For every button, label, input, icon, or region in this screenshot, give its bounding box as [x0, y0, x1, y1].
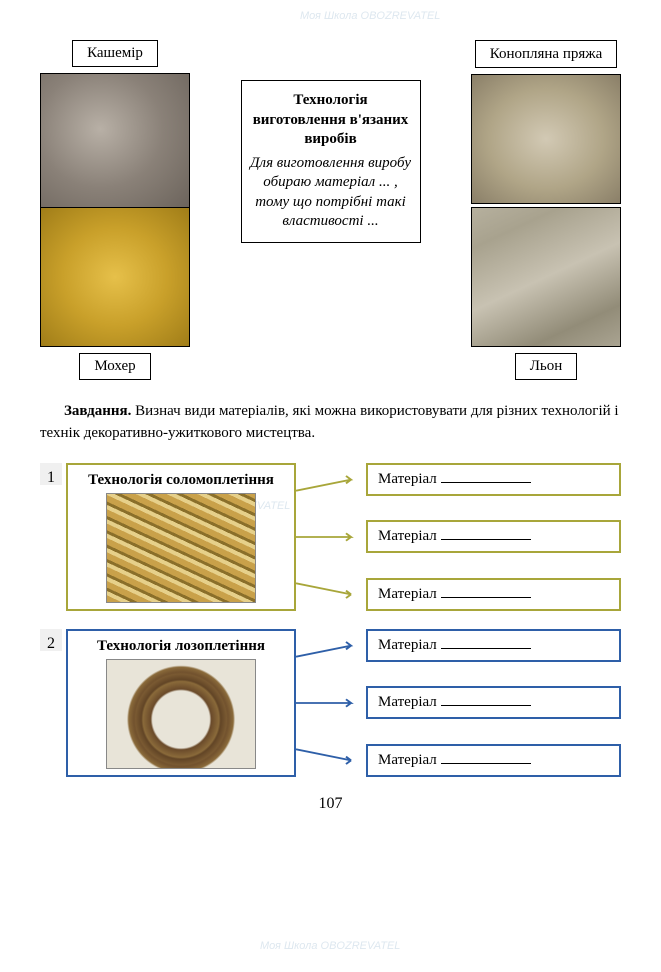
- tech-2-image: [106, 659, 256, 769]
- tech-1-connectors: [296, 463, 366, 611]
- hemp-label: Конопляна пряжа: [475, 40, 618, 68]
- material-blank[interactable]: [441, 705, 531, 706]
- mohair-image: [40, 207, 190, 347]
- tech-1-card: Технологія соломоплетіння: [66, 463, 296, 611]
- mohair-label: Мохер: [79, 353, 150, 380]
- material-hemp: Конопляна пряжа: [471, 40, 621, 204]
- yarn-hemp-icon: [472, 75, 620, 203]
- tech-2-material-2[interactable]: Матеріал: [366, 686, 621, 719]
- material-blank[interactable]: [441, 482, 531, 483]
- tech-1-material-1[interactable]: Матеріал: [366, 463, 621, 496]
- linen-image: [471, 207, 621, 347]
- material-blank[interactable]: [441, 597, 531, 598]
- tech-2-material-1[interactable]: Матеріал: [366, 629, 621, 662]
- vine-icon: [107, 660, 255, 768]
- material-label: Матеріал: [378, 471, 437, 487]
- material-label: Матеріал: [378, 586, 437, 602]
- yarn-mustard-icon: [41, 208, 189, 346]
- watermark: Моя Школа OBOZREVATEL: [300, 10, 440, 22]
- tech-block-2: 2 Технологія лозоплетіння Матеріал Матер…: [40, 629, 621, 777]
- tech-1-number: 1: [40, 463, 62, 485]
- material-cashmere: Кашемір: [40, 40, 190, 213]
- material-label: Матеріал: [378, 637, 437, 653]
- task-paragraph: Завдання. Визнач види матеріалів, які мо…: [40, 400, 621, 445]
- tech-2-number: 2: [40, 629, 62, 651]
- tech-2-connectors: [296, 629, 366, 777]
- tech-1-material-2[interactable]: Матеріал: [366, 520, 621, 553]
- cashmere-image: [40, 73, 190, 213]
- tech-1-title: Технологія соломоплетіння: [74, 471, 288, 489]
- tech-1-materials: Матеріал Матеріал Матеріал: [366, 463, 621, 611]
- material-label: Матеріал: [378, 752, 437, 768]
- tech-1-material-3[interactable]: Матеріал: [366, 578, 621, 611]
- material-mohair: Мохер: [40, 201, 190, 380]
- watermark: Моя Школа OBOZREVATEL: [260, 940, 400, 952]
- material-blank[interactable]: [441, 539, 531, 540]
- page-number: 107: [40, 795, 621, 813]
- linen-label: Льон: [515, 353, 578, 380]
- material-blank[interactable]: [441, 648, 531, 649]
- tech-2-card: Технологія лозоплетіння: [66, 629, 296, 777]
- cashmere-label: Кашемір: [72, 40, 158, 67]
- material-blank[interactable]: [441, 763, 531, 764]
- tech-1-image: [106, 493, 256, 603]
- material-label: Матеріал: [378, 528, 437, 544]
- yarn-linen-icon: [471, 207, 621, 347]
- task-label: Завдання.: [64, 403, 131, 419]
- tech-2-title: Технологія лозоплетіння: [74, 637, 288, 655]
- center-body: Для виготовлення виробу обираю матеріал …: [250, 154, 412, 232]
- center-title: Технологія виготовлення в'язаних виробів: [250, 91, 412, 150]
- tech-block-1: 1 Технологія соломоплетіння Матеріал Мат…: [40, 463, 621, 611]
- hemp-image: [471, 74, 621, 204]
- tech-2-materials: Матеріал Матеріал Матеріал: [366, 629, 621, 777]
- material-linen: Льон: [471, 201, 621, 380]
- material-label: Матеріал: [378, 694, 437, 710]
- center-technology-box: Технологія виготовлення в'язаних виробів…: [241, 80, 421, 243]
- yarn-gray-icon: [41, 74, 189, 212]
- tech-2-material-3[interactable]: Матеріал: [366, 744, 621, 777]
- straw-icon: [107, 494, 255, 602]
